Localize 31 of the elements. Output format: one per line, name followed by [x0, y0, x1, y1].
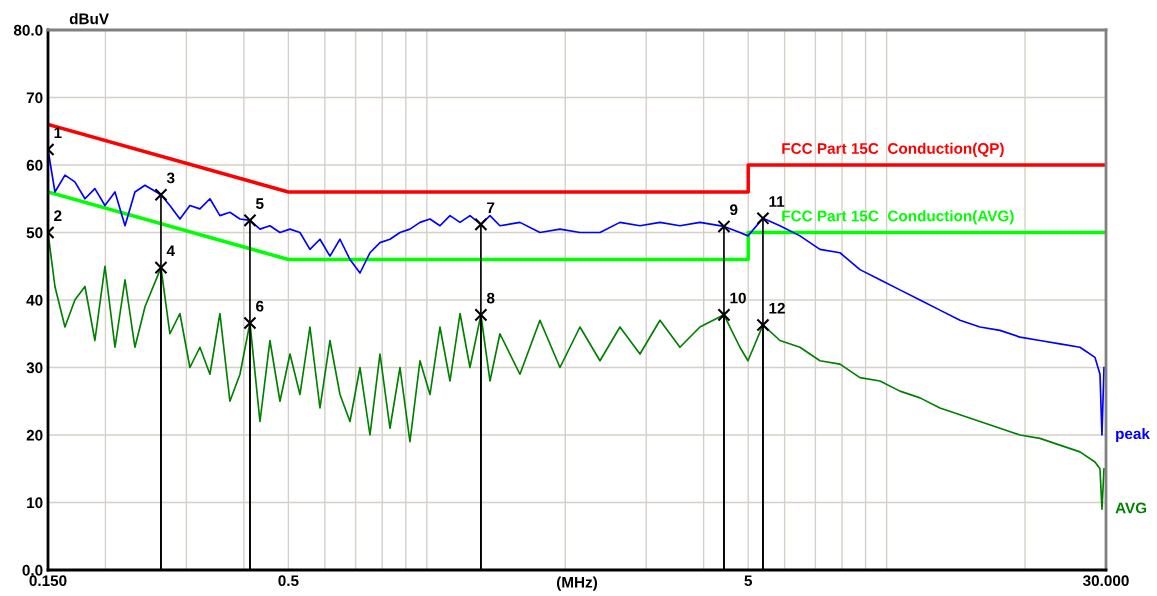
y-tick-label: 30	[26, 362, 43, 374]
y-axis-title: dBuV	[69, 13, 109, 25]
annotation: 8	[486, 292, 495, 304]
y-tick-label: 80.0	[13, 24, 43, 36]
y-tick-label: 10	[27, 497, 43, 509]
y-tick-label: 20	[26, 429, 43, 441]
x-tick-label: 0.5	[278, 575, 299, 587]
y-tick-label: 50	[26, 227, 43, 239]
annotation: 1	[54, 127, 62, 138]
y-tick-label: 0.0	[22, 564, 43, 576]
y-tick-label: 40	[26, 294, 43, 306]
y-tick-label: 60	[26, 159, 43, 171]
annotation: 9	[730, 204, 738, 216]
annotation: 10	[730, 292, 746, 304]
annotation: 4	[166, 245, 175, 257]
annotation: 12	[769, 302, 785, 314]
annotation: 2	[54, 210, 62, 221]
x-axis-title: (MHz)	[556, 576, 598, 591]
annotation: 11	[769, 196, 785, 207]
x-tick-label: 30.000	[1082, 575, 1129, 587]
annotation: 7	[487, 202, 495, 213]
series-label: peak	[1116, 427, 1150, 443]
x-tick-label: 0.150	[29, 575, 67, 587]
series-label: FCC Part 15C Conduction(AVG)	[782, 210, 1014, 225]
y-tick-label: 70	[26, 92, 43, 104]
annotation: 3	[166, 172, 175, 184]
annotation: 5	[255, 198, 264, 209]
x-tick-label: 5	[744, 575, 753, 587]
series-label: FCC Part 15C Conduction(QP)	[782, 142, 1004, 157]
annotation: 6	[256, 300, 264, 312]
series-label: AVG	[1115, 502, 1147, 514]
